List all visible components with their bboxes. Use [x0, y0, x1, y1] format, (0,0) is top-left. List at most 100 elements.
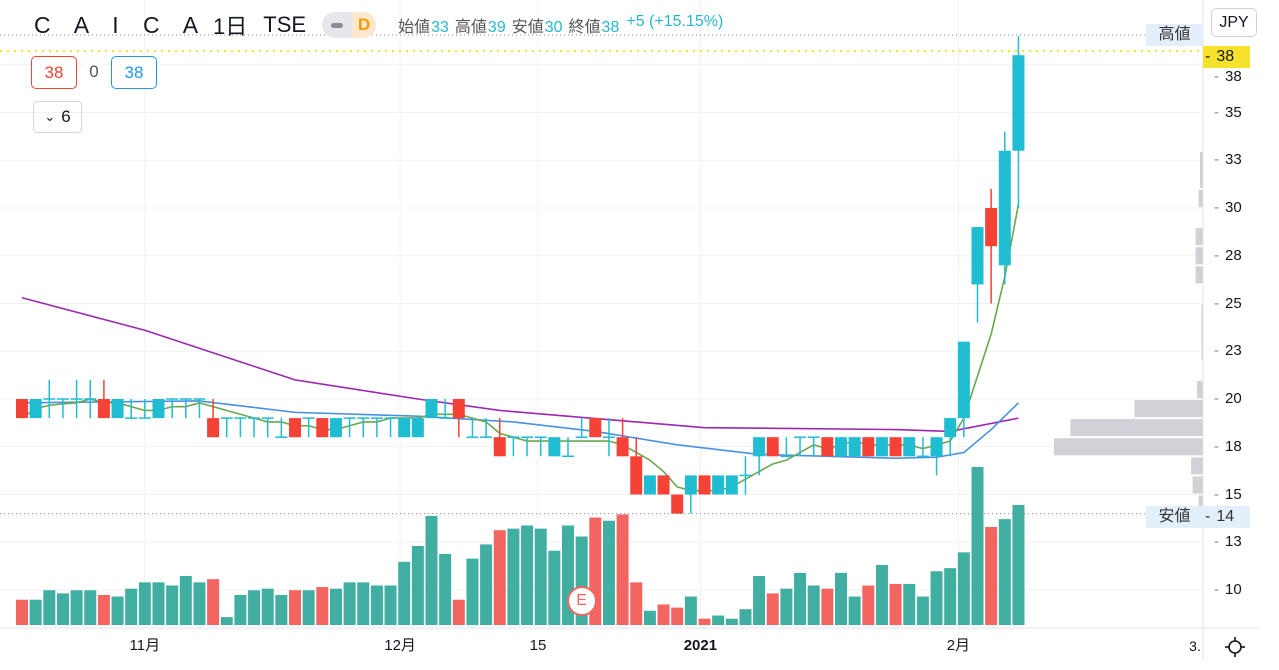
volume-bar [807, 585, 820, 625]
volume-bar [357, 582, 370, 625]
candle-body [329, 418, 342, 438]
candle-body [207, 418, 220, 438]
candle-body [630, 456, 643, 495]
time-tick-label: 2月 [946, 637, 971, 654]
candle-body [957, 341, 970, 419]
volume-bar [780, 588, 793, 625]
price-tick-label: -35 [1214, 103, 1242, 121]
volume-profile-row [1192, 476, 1203, 494]
volume-bar [616, 514, 629, 625]
ohlc-open: 始値33 [398, 19, 449, 36]
candle-body [548, 437, 561, 457]
price-tick-label: -25 [1214, 294, 1242, 312]
volume-bar [289, 590, 301, 625]
candle-body [985, 208, 998, 247]
ohlc-high: 高値39 [454, 19, 506, 36]
volume-bar [316, 587, 329, 625]
volume-bars [16, 467, 1025, 625]
volume-bar [302, 590, 315, 625]
spread-value: 0 [85, 56, 103, 87]
time-tick-label: 11月 [129, 637, 161, 654]
candle-body [425, 399, 438, 419]
ohlc-change: +5 (+15.15%) [626, 13, 724, 30]
candle-body [698, 475, 711, 495]
volume-bar [739, 609, 752, 625]
candle-body [398, 418, 411, 438]
price-tick-label: -38 [1214, 68, 1242, 85]
price-tick-label: -13 [1214, 533, 1242, 551]
volume-bar [712, 615, 725, 625]
volume-bar [862, 585, 875, 625]
earnings-marker[interactable]: E [566, 586, 597, 616]
volume-bar [985, 527, 998, 625]
market-status-pill[interactable]: D [322, 12, 377, 38]
volume-bar [166, 585, 179, 625]
volume-bar [930, 571, 943, 625]
time-tick-label: 2021 [683, 637, 718, 654]
volume-bar [275, 594, 288, 625]
price-tick-label: -33 [1214, 151, 1242, 169]
volume-profile-row [1054, 438, 1203, 456]
volume-bar [425, 515, 438, 625]
indicators-toggle-button[interactable]: ⌄ 6 [33, 101, 82, 133]
volume-bar [657, 604, 670, 625]
candle-body [643, 475, 656, 495]
volume-bar [439, 553, 452, 625]
volume-profile-row [1198, 189, 1203, 207]
price-tick-label: -18 [1214, 437, 1242, 455]
symbol-name[interactable]: C A I C A [34, 11, 208, 38]
candle-body [111, 399, 124, 419]
candle-body [316, 418, 329, 438]
volume-bar [684, 596, 697, 625]
volume-bar [43, 590, 56, 625]
volume-bar [84, 590, 97, 625]
ma-slow-line [21, 296, 1019, 433]
buy-button[interactable]: 38 [111, 56, 157, 89]
volume-bar [97, 594, 110, 625]
volume-bar [480, 544, 493, 625]
volume-profile-row [1200, 151, 1203, 188]
volume-bar [548, 550, 561, 625]
volume-bar [944, 568, 957, 625]
volume-bar [998, 519, 1011, 625]
settings-gear-icon[interactable] [1224, 636, 1246, 658]
exchange: TSE [263, 12, 307, 37]
currency-button[interactable]: JPY [1211, 8, 1257, 37]
volume-bar [452, 599, 465, 625]
sell-button[interactable]: 38 [31, 56, 77, 89]
price-tick-label: -20 [1214, 390, 1242, 407]
last-price-label: -38 [1203, 46, 1250, 68]
volume-bar [848, 596, 861, 625]
candle-body [671, 494, 684, 514]
reference-lines [0, 34, 1203, 515]
volume-bar [534, 528, 547, 625]
volume-profile-row [1201, 304, 1203, 360]
volume-bar [753, 576, 766, 625]
volume-bar [671, 607, 684, 625]
candle-body [889, 437, 902, 457]
symbol-header: C A I C A 1日 TSE D 始値33 高値39 安値30 終値38 +… [34, 10, 723, 40]
volume-bar [794, 572, 807, 625]
candle-body [589, 418, 602, 438]
candle-body [1012, 55, 1025, 151]
candle-body [930, 437, 943, 457]
ohlc-low: 安値30 [511, 19, 563, 36]
volume-bar [111, 596, 124, 625]
volume-bar [370, 585, 383, 625]
volume-bar [261, 588, 274, 625]
candle-body [944, 418, 957, 438]
volume-bar [643, 610, 656, 625]
candle-body [835, 437, 847, 457]
collapse-icon[interactable] [322, 12, 353, 38]
volume-bar [329, 588, 342, 625]
candle-body [848, 437, 861, 457]
price-tick-label: -10 [1214, 581, 1242, 598]
candle-body [411, 418, 424, 438]
candle-body [998, 150, 1011, 266]
volume-bar [398, 561, 411, 625]
timeframe[interactable]: 1日 [213, 14, 248, 39]
time-tick-label: 12月 [384, 637, 416, 654]
volume-bar [138, 582, 151, 625]
volume-bar [875, 564, 888, 625]
